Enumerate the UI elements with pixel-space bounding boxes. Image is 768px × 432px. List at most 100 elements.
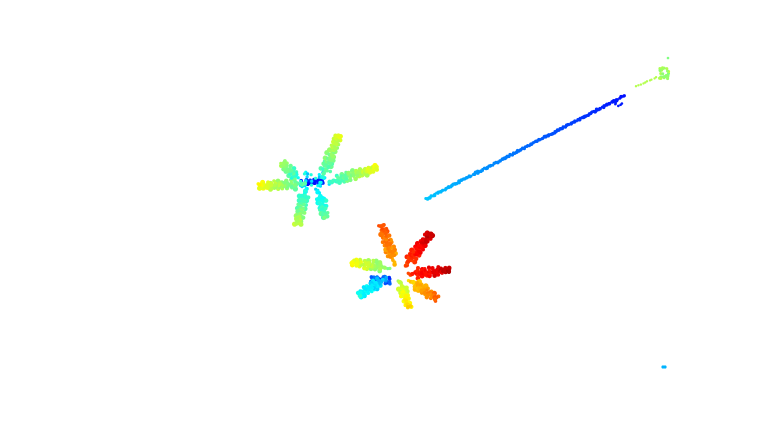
point [302, 172, 307, 176]
point [317, 175, 321, 179]
stray-point [661, 365, 667, 369]
point [658, 76, 661, 80]
point [369, 275, 374, 279]
point [299, 182, 303, 186]
point [328, 169, 333, 174]
plant-lower [349, 223, 452, 310]
point [645, 80, 649, 83]
point [373, 258, 379, 264]
point [317, 200, 322, 205]
point [639, 83, 643, 86]
point [313, 181, 317, 185]
point [412, 255, 416, 259]
point [654, 76, 658, 79]
point [349, 260, 354, 266]
point [435, 267, 439, 272]
point [634, 85, 638, 88]
point [644, 81, 647, 84]
point [598, 106, 602, 111]
point [281, 161, 287, 166]
plant-left [256, 133, 379, 227]
point [329, 149, 333, 153]
point [333, 146, 338, 151]
point [354, 261, 358, 265]
point [379, 262, 383, 267]
point [402, 285, 406, 289]
point [661, 67, 665, 71]
point [321, 199, 325, 204]
point [332, 141, 336, 146]
point [469, 174, 473, 178]
point [317, 191, 322, 195]
point [619, 94, 623, 99]
point [296, 176, 300, 180]
point [310, 179, 314, 183]
point [383, 277, 388, 282]
point [324, 160, 328, 164]
point [620, 102, 624, 105]
point [268, 182, 274, 188]
point [309, 173, 313, 177]
point [387, 280, 392, 284]
point [607, 102, 611, 105]
point [272, 183, 277, 188]
point [662, 75, 666, 79]
point [309, 183, 314, 187]
point [279, 161, 283, 165]
point [614, 101, 617, 105]
point [374, 166, 379, 172]
point [375, 262, 379, 266]
point [432, 297, 438, 302]
point [323, 207, 327, 211]
point [305, 175, 309, 179]
point [422, 290, 427, 296]
point [356, 291, 361, 296]
point [429, 295, 434, 300]
top-right-cluster [634, 56, 671, 88]
point [314, 176, 318, 180]
point [428, 231, 434, 237]
point [658, 68, 662, 72]
point [650, 78, 653, 81]
point [406, 304, 411, 309]
point [306, 172, 310, 176]
point [617, 104, 620, 108]
point [336, 133, 341, 137]
point [665, 67, 669, 71]
point [294, 222, 299, 226]
point [376, 278, 381, 283]
point [335, 175, 340, 179]
point [414, 246, 419, 251]
point [637, 84, 640, 87]
point [387, 275, 392, 280]
point [318, 182, 322, 187]
point [355, 173, 360, 178]
point [302, 202, 306, 207]
point [321, 167, 326, 172]
point [666, 69, 669, 73]
point [384, 234, 388, 238]
point [322, 215, 327, 220]
point [427, 268, 431, 272]
point [320, 174, 325, 180]
point [447, 269, 451, 273]
point [425, 288, 429, 292]
point [344, 177, 349, 181]
point [666, 56, 670, 60]
point [642, 82, 645, 85]
point [371, 258, 376, 263]
point [666, 77, 670, 81]
point [324, 167, 329, 172]
diagonal-stem [424, 94, 626, 201]
point [381, 223, 386, 228]
point [406, 255, 411, 261]
point [661, 72, 665, 76]
point [326, 164, 331, 170]
point [419, 288, 424, 293]
point [257, 182, 262, 187]
point [317, 173, 321, 177]
point [622, 94, 626, 98]
point [417, 248, 422, 254]
